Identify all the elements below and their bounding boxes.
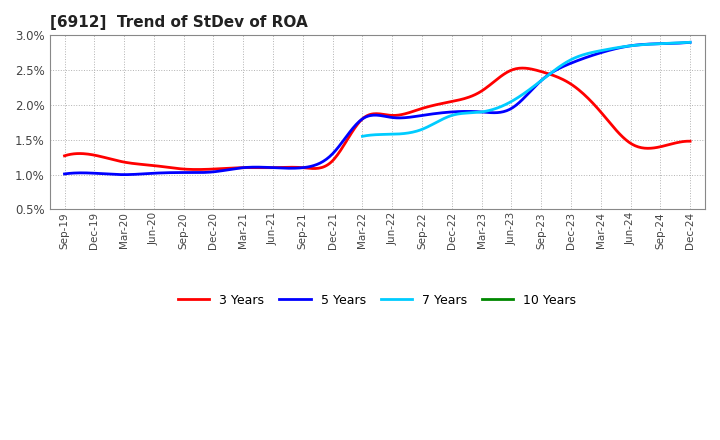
7 Years: [397, 131, 406, 136]
Text: [6912]  Trend of StDev of ROA: [6912] Trend of StDev of ROA: [50, 15, 307, 30]
7 Years: [564, 59, 573, 64]
Line: 7 Years: 7 Years: [362, 42, 690, 136]
5 Years: [685, 40, 694, 45]
3 Years: [135, 161, 144, 167]
5 Years: [266, 165, 274, 170]
7 Years: [595, 48, 603, 54]
Legend: 3 Years, 5 Years, 7 Years, 10 Years: 3 Years, 5 Years, 7 Years, 10 Years: [174, 289, 582, 312]
Line: 5 Years: 5 Years: [65, 42, 690, 175]
3 Years: [455, 97, 464, 103]
5 Years: [137, 171, 145, 176]
7 Years: [358, 134, 366, 139]
3 Years: [518, 66, 526, 71]
5 Years: [120, 172, 128, 177]
5 Years: [455, 109, 464, 114]
5 Years: [60, 171, 69, 176]
7 Years: [488, 107, 497, 112]
3 Years: [194, 167, 202, 172]
3 Years: [266, 165, 274, 170]
3 Years: [516, 66, 525, 71]
3 Years: [513, 66, 522, 71]
5 Years: [516, 99, 525, 104]
5 Years: [310, 163, 318, 168]
3 Years: [60, 153, 69, 158]
Line: 3 Years: 3 Years: [65, 68, 690, 169]
7 Years: [465, 110, 474, 116]
3 Years: [685, 139, 694, 144]
3 Years: [310, 166, 318, 171]
7 Years: [685, 40, 694, 45]
5 Years: [513, 101, 522, 106]
7 Years: [596, 48, 605, 53]
